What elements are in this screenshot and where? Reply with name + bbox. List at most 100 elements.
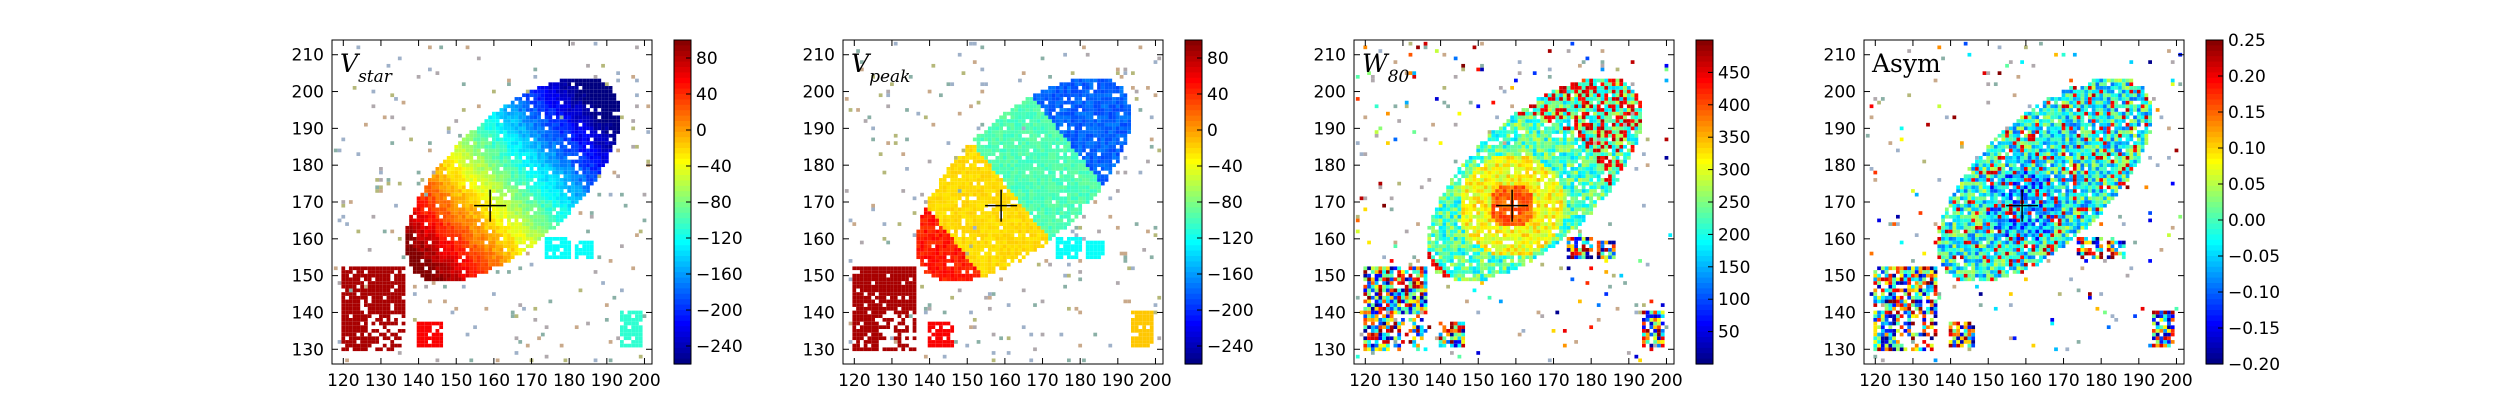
heatmap-pixel — [965, 148, 970, 153]
heatmap-pixel — [525, 144, 530, 149]
heatmap-pixel — [946, 233, 951, 237]
heatmap-pixel — [567, 152, 572, 156]
heatmap-pixel — [1067, 185, 1071, 190]
heatmap-pixel — [991, 170, 996, 175]
heatmap-pixel — [1070, 236, 1075, 241]
heatmap-pixel — [578, 192, 583, 197]
heatmap-pixel — [533, 192, 538, 197]
heatmap-pixel — [927, 207, 932, 212]
heatmap-pixel — [364, 347, 368, 352]
heatmap-pixel — [458, 218, 462, 223]
heatmap-pixel — [461, 108, 466, 112]
heatmap-pixel — [458, 277, 462, 282]
heatmap-pixel — [507, 178, 511, 182]
heatmap-pixel — [1044, 203, 1049, 208]
heatmap-pixel — [495, 218, 500, 223]
heatmap-pixel — [518, 111, 523, 116]
heatmap-pixel — [1089, 255, 1094, 260]
heatmap-pixel — [638, 329, 643, 333]
heatmap-pixel — [995, 141, 1000, 145]
heatmap-pixel — [1108, 159, 1113, 164]
heatmap-pixel — [1119, 126, 1124, 131]
heatmap-pixel — [969, 251, 973, 256]
heatmap-pixel — [604, 104, 609, 109]
heatmap-pixel — [890, 284, 894, 289]
heatmap-pixel — [972, 163, 977, 168]
heatmap-pixel — [409, 222, 413, 226]
heatmap-pixel — [507, 133, 511, 138]
heatmap-pixel — [1025, 251, 1030, 256]
heatmap-pixel — [469, 159, 474, 164]
heatmap-pixel — [882, 325, 887, 330]
heatmap-pixel — [1040, 56, 1045, 61]
heatmap-pixel — [972, 214, 977, 219]
heatmap-pixel — [1048, 130, 1052, 134]
heatmap-pixel — [631, 329, 636, 333]
heatmap-pixel — [939, 343, 943, 348]
heatmap-pixel — [454, 203, 459, 208]
heatmap-pixel — [923, 214, 928, 219]
heatmap-pixel — [882, 317, 887, 322]
heatmap-pixel — [1112, 126, 1116, 131]
heatmap-pixel — [488, 185, 492, 190]
heatmap-pixel — [556, 236, 560, 241]
heatmap-pixel — [1142, 248, 1147, 252]
heatmap-pixel — [495, 152, 500, 156]
heatmap-pixel — [469, 152, 474, 156]
heatmap-pixel — [431, 181, 436, 186]
heatmap-pixel — [424, 196, 428, 201]
heatmap-pixel — [495, 119, 500, 123]
heatmap-pixel — [954, 178, 958, 182]
heatmap-pixel — [574, 115, 579, 120]
heatmap-pixel — [1063, 203, 1067, 208]
heatmap-pixel — [394, 343, 398, 348]
heatmap-pixel — [537, 119, 541, 123]
heatmap-pixel — [574, 251, 579, 256]
heatmap-pixel — [439, 340, 444, 344]
heatmap-pixel — [484, 211, 489, 215]
heatmap-pixel — [627, 310, 632, 315]
heatmap-pixel — [450, 185, 455, 190]
heatmap-pixel — [1010, 185, 1015, 190]
heatmap-pixel — [574, 174, 579, 179]
heatmap-pixel — [882, 222, 887, 226]
heatmap-pixel — [589, 144, 594, 149]
heatmap-pixel — [465, 262, 470, 267]
heatmap-pixel — [935, 336, 939, 341]
heatmap-pixel — [1078, 181, 1083, 186]
heatmap-pixel — [1112, 122, 1116, 127]
heatmap-pixel — [875, 303, 879, 307]
heatmap-pixel — [1067, 248, 1071, 252]
heatmap-pixel — [518, 236, 523, 241]
colorbar-step — [674, 212, 691, 219]
heatmap-pixel — [537, 133, 541, 138]
heatmap-pixel — [1115, 122, 1120, 127]
heatmap-pixel — [574, 325, 579, 330]
heatmap-pixel — [379, 303, 383, 307]
heatmap-pixel — [627, 317, 632, 322]
heatmap-pixel — [503, 119, 508, 123]
heatmap-pixel — [995, 133, 1000, 138]
heatmap-pixel — [495, 233, 500, 237]
heatmap-pixel — [525, 108, 530, 112]
heatmap-pixel — [875, 277, 879, 282]
heatmap-pixel — [1051, 119, 1056, 123]
heatmap-pixel — [450, 251, 455, 256]
heatmap-pixel — [446, 273, 451, 278]
heatmap-pixel — [375, 306, 380, 311]
heatmap-pixel — [397, 351, 402, 355]
heatmap-pixel — [969, 218, 973, 223]
heatmap-pixel — [424, 321, 428, 326]
heatmap-pixel — [1006, 126, 1011, 131]
heatmap-pixel — [1070, 104, 1075, 109]
heatmap-pixel — [1044, 133, 1049, 138]
heatmap-pixel — [1070, 170, 1075, 175]
heatmap-pixel — [461, 144, 466, 149]
heatmap-pixel — [1059, 255, 1064, 260]
heatmap-pixel — [424, 259, 428, 263]
heatmap-pixel — [1097, 100, 1101, 105]
heatmap-pixel — [567, 111, 572, 116]
colorbar-step — [674, 256, 691, 262]
heatmap-pixel — [578, 133, 583, 138]
heatmap-pixel — [875, 325, 879, 330]
